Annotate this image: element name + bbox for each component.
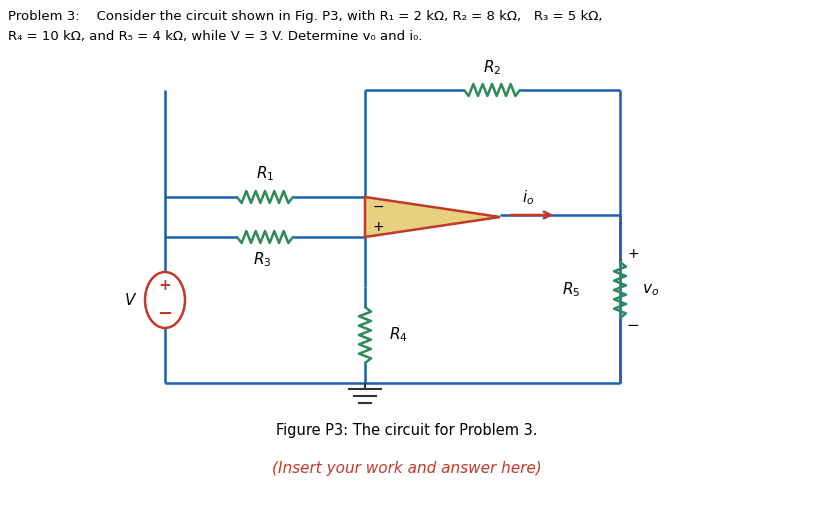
Text: +: + <box>628 247 639 261</box>
Text: −: − <box>372 200 384 214</box>
Text: $i_o$: $i_o$ <box>522 188 534 207</box>
Text: $v_o$: $v_o$ <box>642 282 659 298</box>
Text: −: − <box>157 305 173 323</box>
Text: $R_4$: $R_4$ <box>389 326 408 345</box>
Polygon shape <box>365 197 500 237</box>
Text: (Insert your work and answer here): (Insert your work and answer here) <box>272 460 542 476</box>
Text: $V$: $V$ <box>124 292 137 308</box>
Text: +: + <box>159 279 172 293</box>
Ellipse shape <box>145 272 185 328</box>
Text: $R_1$: $R_1$ <box>256 165 274 183</box>
Text: Figure P3: The circuit for Problem 3.: Figure P3: The circuit for Problem 3. <box>276 422 538 437</box>
Text: $R_5$: $R_5$ <box>562 281 580 300</box>
Text: $R_2$: $R_2$ <box>483 59 501 77</box>
Text: Problem 3:    Consider the circuit shown in Fig. P3, with R₁ = 2 kΩ, R₂ = 8 kΩ, : Problem 3: Consider the circuit shown in… <box>8 10 602 23</box>
Text: +: + <box>372 220 384 234</box>
Text: R₄ = 10 kΩ, and R₅ = 4 kΩ, while V = 3 V. Determine v₀ and i₀.: R₄ = 10 kΩ, and R₅ = 4 kΩ, while V = 3 V… <box>8 30 422 43</box>
Text: −: − <box>627 318 639 333</box>
Text: $R_3$: $R_3$ <box>253 251 271 269</box>
